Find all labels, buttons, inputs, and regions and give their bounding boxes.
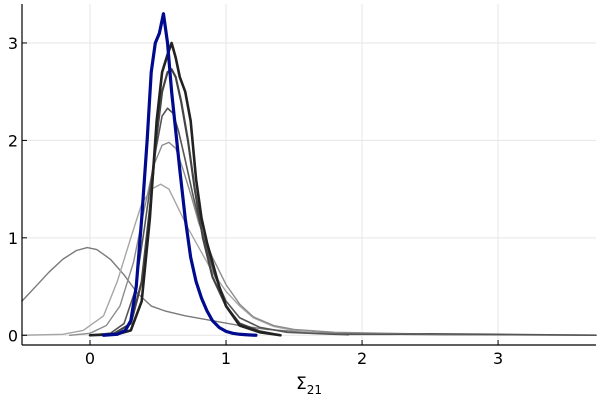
density-curve: [21, 183, 350, 336]
y-tick-label: 0: [8, 326, 18, 345]
axes: 0 1 2 3 0 1 2 3: [8, 4, 596, 368]
y-tick-label: 1: [8, 229, 18, 248]
density-curve: [89, 107, 597, 337]
density-curve: [68, 141, 597, 336]
grid: [22, 4, 596, 345]
series-group: [21, 12, 597, 337]
density-curve: [88, 68, 282, 337]
x-tick-label: 3: [493, 349, 503, 368]
x-axis-title: Σ21: [296, 374, 322, 397]
density-curve: [102, 12, 258, 337]
x-tick-label: 0: [85, 349, 95, 368]
y-tick-label: 2: [8, 131, 18, 150]
y-tick-label: 3: [8, 34, 18, 53]
x-tick-label: 2: [357, 349, 367, 368]
density-curve: [88, 41, 282, 337]
x-tick-label: 1: [221, 349, 231, 368]
